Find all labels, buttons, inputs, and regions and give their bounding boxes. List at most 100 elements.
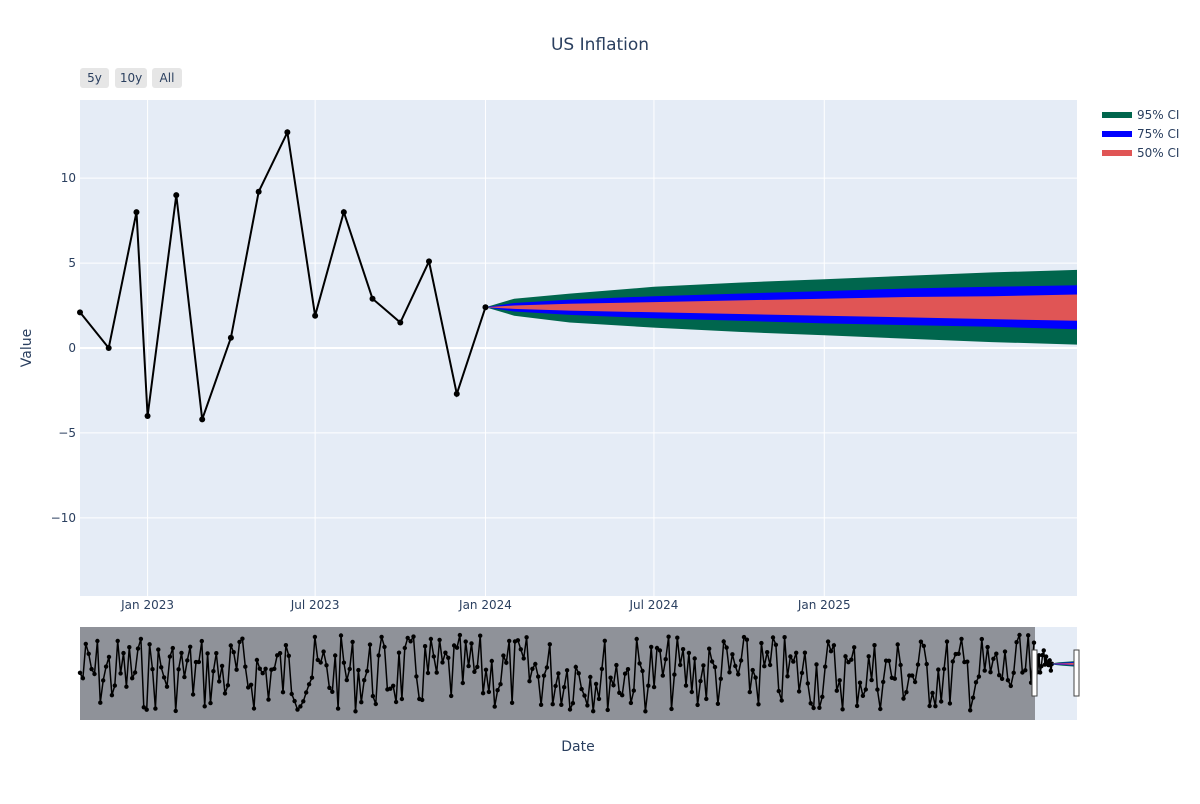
range-slider-point (222, 691, 228, 696)
range-slider-point (657, 648, 663, 653)
actual-point (482, 304, 489, 311)
range-slider-point (875, 687, 880, 692)
range-slider-point (686, 650, 692, 656)
range-slider-point (454, 645, 460, 650)
range-slider-point (860, 693, 866, 698)
range-slider-ci50 (1052, 662, 1077, 665)
range-slider-point (802, 650, 808, 655)
range-slider-point (127, 645, 132, 650)
range-slider-point (843, 654, 848, 659)
range-slider-point (335, 706, 341, 711)
range-slider-point (188, 644, 193, 649)
range-slider-point (199, 638, 204, 644)
range-slider-point (982, 668, 987, 673)
range-slider-point (231, 650, 236, 655)
range-slider-point (805, 681, 810, 686)
range-slider-point (663, 657, 668, 662)
range-slider-point (234, 667, 239, 672)
range-slider-point (376, 653, 381, 658)
range-slider-point (425, 670, 431, 676)
range-slider-point (190, 692, 196, 697)
range-slider-point (666, 634, 671, 639)
range-slider-point (118, 671, 123, 676)
range-slider-point (466, 663, 471, 669)
range-slider-point (208, 700, 213, 706)
range-slider-point (968, 708, 973, 713)
range-slider-point (1011, 670, 1016, 675)
range-slider-point (472, 669, 477, 674)
range-slider-point (620, 693, 625, 698)
range-slider-point (86, 651, 91, 656)
range-slider-handle-right[interactable] (1073, 649, 1080, 697)
range-slider-point (573, 664, 578, 670)
range-slider-point (794, 650, 799, 655)
range-slider-point (164, 684, 170, 689)
range-slider-point (634, 636, 639, 642)
range-slider-point (399, 696, 405, 702)
range-selector: 5y 10y All (80, 68, 182, 88)
range-button-all[interactable]: All (152, 68, 182, 88)
range-slider-point (817, 705, 822, 710)
range-slider-point (933, 704, 938, 709)
range-slider-point (866, 654, 871, 659)
range-slider-point (608, 675, 613, 680)
range-slider-point (315, 657, 320, 663)
range-slider-point (170, 645, 175, 651)
range-slider-point (649, 644, 654, 650)
range-slider-point (196, 659, 202, 665)
range-slider-point (750, 667, 755, 673)
range-slider-point (347, 666, 352, 672)
range-slider-point (101, 678, 106, 683)
range-slider-point (991, 656, 996, 661)
range-slider-point (124, 684, 129, 689)
range-slider-point (701, 663, 706, 668)
range-slider-point (651, 684, 657, 690)
range-slider-point (596, 696, 602, 702)
range-slider-point (553, 683, 558, 689)
range-slider-point (823, 664, 828, 669)
range-slider-point (541, 673, 547, 678)
range-slider-point (83, 641, 89, 647)
range-slider-window-point (1040, 652, 1045, 658)
range-slider-handle-left[interactable] (1031, 649, 1038, 697)
range-slider-point (173, 708, 178, 714)
actual-point (397, 319, 404, 326)
range-slider-point (159, 665, 164, 670)
range-slider-point (254, 657, 260, 663)
range-slider-point (912, 679, 918, 685)
range-button-10y[interactable]: 10y (115, 68, 147, 88)
range-button-all-label: All (160, 71, 175, 85)
range-slider-point (95, 638, 100, 644)
range-slider-point (741, 634, 747, 640)
range-slider-point (324, 663, 329, 668)
range-slider-point (675, 635, 680, 640)
range-slider-point (373, 701, 378, 707)
range-slider-point (672, 672, 677, 677)
range-slider-point (437, 637, 442, 643)
range-slider-point (611, 683, 616, 688)
range-button-10y-label: 10y (120, 71, 142, 85)
range-slider-point (420, 697, 425, 703)
range-slider-point (762, 664, 767, 669)
range-slider-point (530, 666, 535, 671)
x-tick-label: Jul 2024 (629, 598, 679, 612)
range-slider-point (820, 694, 825, 699)
range-slider-point (318, 660, 323, 665)
range-slider-point (306, 682, 312, 687)
range-slider-point (460, 680, 465, 686)
range-slider-point (167, 654, 173, 659)
range-slider-point (617, 690, 622, 695)
range-slider-point (669, 706, 674, 712)
range-slider-point (312, 634, 318, 640)
legend-label: 95% CI (1137, 108, 1179, 122)
range-slider-point (367, 642, 373, 647)
range-slider-point (834, 688, 839, 693)
range-slider-point (391, 683, 396, 688)
range-slider-point (544, 665, 550, 670)
range-slider-point (588, 674, 593, 680)
range-slider[interactable] (77, 627, 1080, 720)
range-slider-point (396, 650, 402, 655)
range-slider-point (411, 634, 416, 639)
range-button-5y[interactable]: 5y (80, 68, 109, 88)
